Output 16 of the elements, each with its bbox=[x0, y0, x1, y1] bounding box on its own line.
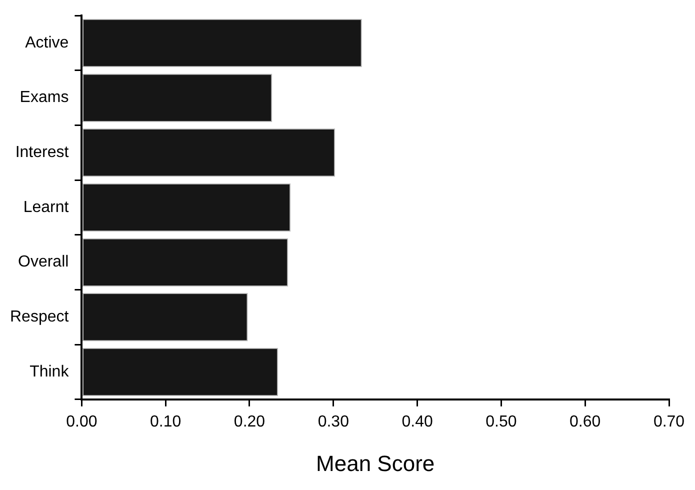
x-axis-title: Mean Score bbox=[316, 450, 435, 476]
x-tick-label: 0.10 bbox=[150, 413, 182, 430]
x-tick-label: 0.50 bbox=[486, 413, 517, 430]
x-tick-label: 0.40 bbox=[402, 413, 433, 430]
x-tick-label: 0.70 bbox=[653, 413, 685, 430]
y-tick-label: Active bbox=[25, 34, 69, 52]
x-tick-label: 0.30 bbox=[318, 413, 350, 430]
y-tick-label: Interest bbox=[15, 144, 70, 162]
x-tick-label: 0.60 bbox=[570, 413, 601, 430]
x-tick-label: 0.00 bbox=[66, 413, 98, 430]
y-tick-label: Think bbox=[30, 363, 70, 380]
y-tick-label: Learnt bbox=[23, 198, 70, 216]
y-tick-label: Exams bbox=[20, 89, 69, 106]
y-tick-label: Respect bbox=[10, 308, 70, 326]
y-tick-label: Overall bbox=[18, 254, 69, 271]
x-tick-label: 0.20 bbox=[234, 413, 266, 430]
